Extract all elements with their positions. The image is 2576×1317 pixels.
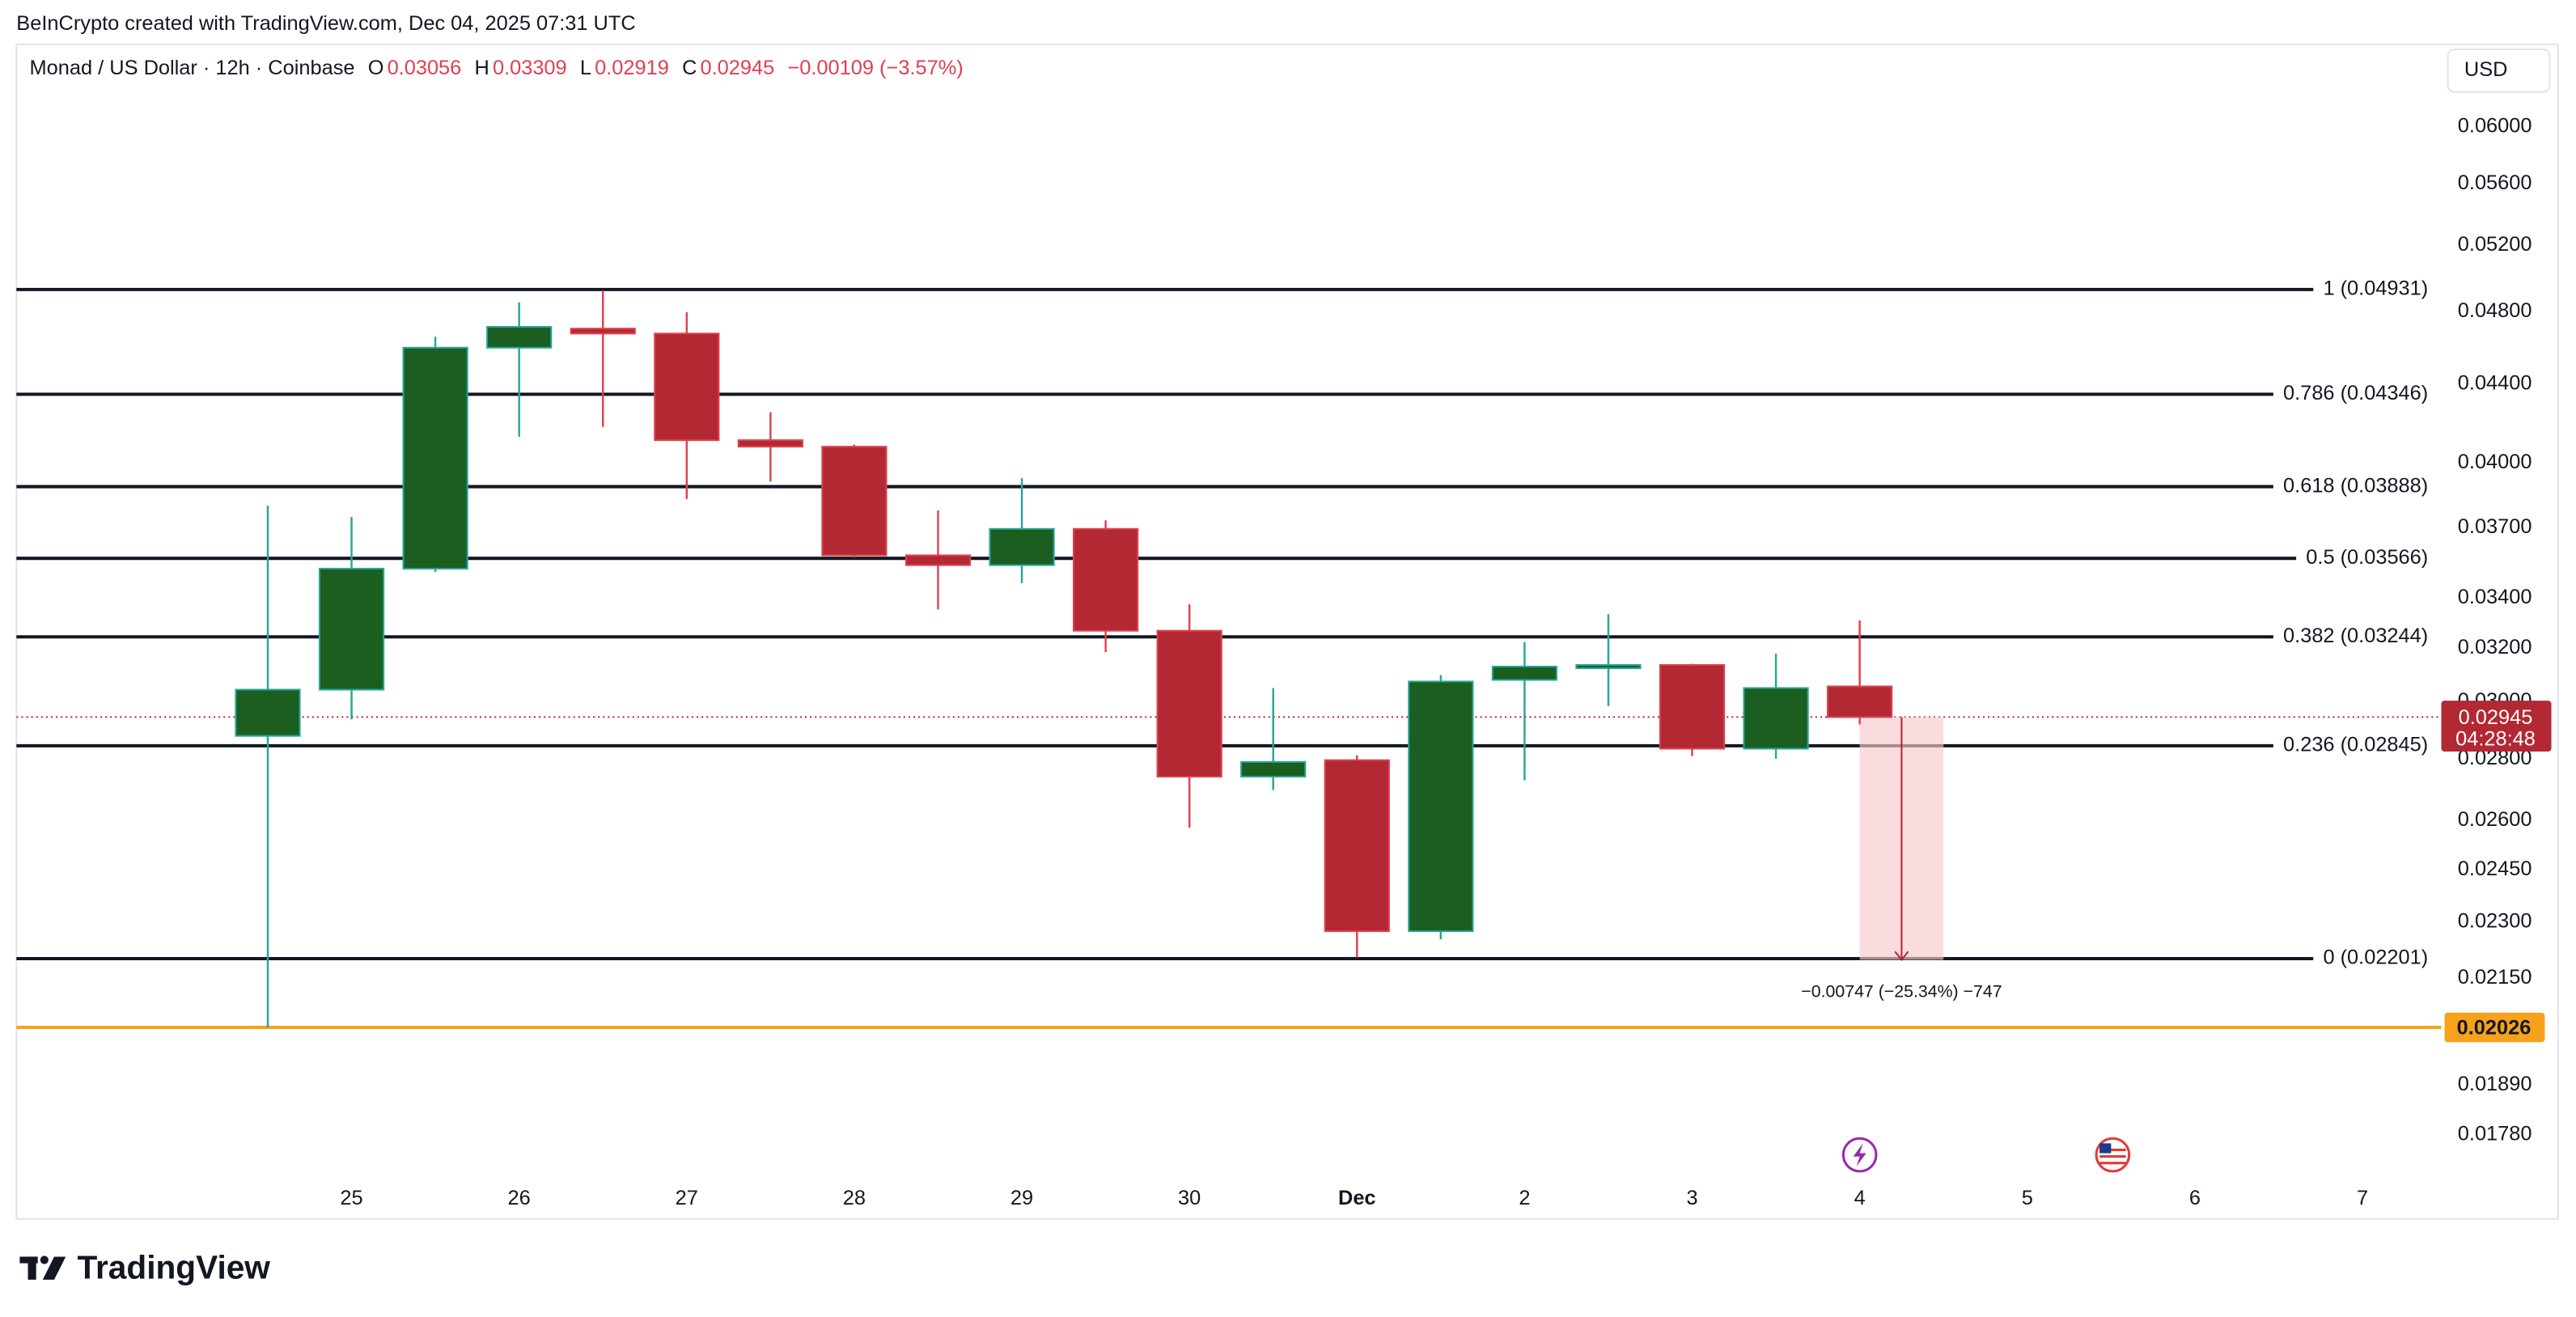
symbol-title: Monad / US Dollar · 12h · Coinbase xyxy=(30,57,355,79)
x-tick-label: 7 xyxy=(2357,1187,2368,1209)
x-tick-label: 3 xyxy=(1686,1187,1697,1209)
candle-body xyxy=(1072,527,1139,632)
ohlc-letter: L xyxy=(580,57,591,79)
candle-body xyxy=(737,439,803,448)
fib-label: 0.382 (0.03244) xyxy=(2283,625,2428,647)
candle-body xyxy=(486,326,553,349)
x-tick-label: 2 xyxy=(1519,1187,1530,1209)
ohlc-value: 0.03309 xyxy=(493,57,567,79)
candle-body xyxy=(1659,663,1726,750)
ohlc-value: 0.02919 xyxy=(595,57,669,79)
logo-text: TradingView xyxy=(77,1248,270,1285)
candle-body xyxy=(905,554,972,566)
ohlc-letter: O xyxy=(368,57,384,79)
y-tick-label: 0.05200 xyxy=(2458,233,2532,256)
candle-body xyxy=(235,688,301,737)
candle-body xyxy=(1240,760,1307,778)
fib-label: 0.5 (0.03566) xyxy=(2306,546,2428,569)
y-tick-label: 0.04000 xyxy=(2458,451,2532,473)
candle-body xyxy=(1491,665,1558,681)
candle-body xyxy=(1743,687,1809,750)
x-tick-label: 6 xyxy=(2189,1187,2201,1209)
x-tick-label: 4 xyxy=(1854,1187,1866,1209)
candle-body xyxy=(570,328,636,335)
support-badge xyxy=(2444,1012,2545,1043)
event-icons xyxy=(1841,1137,2131,1173)
y-tick-label: 0.02600 xyxy=(2458,808,2532,831)
candle-body xyxy=(654,332,720,442)
y-tick-label: 0.02150 xyxy=(2458,966,2532,989)
currency-label: USD xyxy=(2464,58,2508,81)
last-price-label: 0.02945 xyxy=(2459,706,2533,729)
change-label: −0.00109 (−3.57%) xyxy=(787,57,963,79)
y-tick-label: 0.01890 xyxy=(2458,1073,2532,1095)
x-tick-label: 5 xyxy=(2022,1187,2033,1209)
x-tick-label: 25 xyxy=(340,1187,362,1209)
y-tick-label: 0.06000 xyxy=(2458,114,2532,137)
measure-label: −0.00747 (−25.34%) −747 xyxy=(1801,982,2002,1002)
fib-label: 0.236 (0.02845) xyxy=(2283,734,2428,756)
candle-body xyxy=(1575,663,1642,670)
y-tick-label: 0.03200 xyxy=(2458,636,2532,658)
candle-body xyxy=(1408,680,1474,933)
ohlc-letter: H xyxy=(475,57,489,79)
currency-button[interactable] xyxy=(2447,48,2551,93)
ohlc-value: 0.02945 xyxy=(700,57,774,79)
y-tick-label: 0.04400 xyxy=(2458,371,2532,394)
y-tick-label: 0.02300 xyxy=(2458,910,2532,933)
candle-body xyxy=(1827,685,1893,718)
y-tick-label: 0.05600 xyxy=(2458,172,2532,194)
support-label: 0.02026 xyxy=(2457,1017,2532,1040)
candle-body xyxy=(821,446,888,557)
logo-icon xyxy=(19,1256,66,1280)
chart-frame xyxy=(15,43,2559,1220)
last-price-badge xyxy=(2441,701,2552,752)
countdown-label: 04:28:48 xyxy=(2455,728,2536,751)
candle-body xyxy=(1156,629,1222,778)
measure-arrowhead xyxy=(1894,951,1909,962)
y-tick-label: 0.03400 xyxy=(2458,586,2532,608)
x-tick-label: 27 xyxy=(676,1187,698,1209)
x-tick-label: 30 xyxy=(1178,1187,1201,1209)
y-tick-label: 0.03700 xyxy=(2458,515,2532,538)
x-tick-label: 26 xyxy=(508,1187,531,1209)
x-tick-label: 28 xyxy=(843,1187,866,1209)
candle-body xyxy=(1324,759,1390,933)
y-tick-label: 0.02450 xyxy=(2458,858,2532,880)
ohlc-value: 0.03056 xyxy=(388,57,462,79)
y-tick-label: 0.04800 xyxy=(2458,299,2532,322)
fib-label: 0.786 (0.04346) xyxy=(2283,382,2428,404)
x-tick-label: Dec xyxy=(1338,1187,1376,1209)
candle-body xyxy=(402,346,468,570)
y-tick-label: 0.01780 xyxy=(2458,1122,2532,1145)
candle-body xyxy=(989,527,1055,566)
x-tick-label: 29 xyxy=(1010,1187,1033,1209)
candle-body xyxy=(318,567,385,691)
fib-label: 1 (0.04931) xyxy=(2323,277,2428,300)
fib-label: 0 (0.02201) xyxy=(2323,946,2428,969)
ohlc-letter: C xyxy=(682,57,697,79)
credit: BeInCrypto created with TradingView.com,… xyxy=(16,12,635,35)
fib-label: 0.618 (0.03888) xyxy=(2283,474,2428,497)
